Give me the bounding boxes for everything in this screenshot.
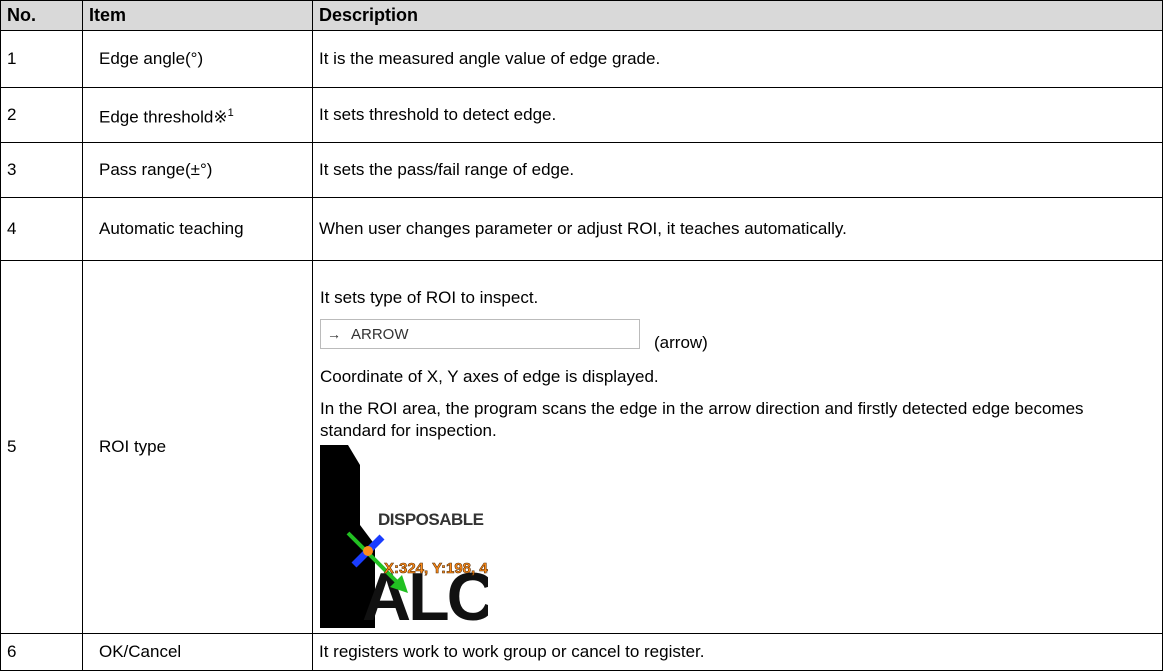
item-text: OK/Cancel [99, 642, 182, 661]
cell-no: 1 [0, 31, 83, 88]
cell-item: Pass range(±°) [83, 143, 313, 198]
cell-item: ROI type [83, 261, 313, 634]
description-line: It sets type of ROI to inspect. [320, 288, 539, 307]
cell-no: 3 [0, 143, 83, 198]
cell-no: 5 [0, 261, 83, 634]
description-line: In the ROI area, the program scans the e… [320, 399, 1084, 440]
dropdown: → ARROW [320, 319, 640, 349]
dropdown-note: (arrow) [654, 333, 708, 352]
cell-description: When user changes parameter or adjust RO… [313, 198, 1163, 261]
cell-item: Edge angle(°) [83, 31, 313, 88]
header-description: Description [313, 0, 1163, 31]
cell-no: 2 [0, 88, 83, 143]
dropdown-label: ARROW [351, 325, 409, 343]
roi-arrowhead [390, 575, 408, 593]
item-text: ROI type [99, 437, 167, 456]
cell-description: It registers work to work group or cance… [313, 634, 1163, 671]
header-no: No. [0, 0, 83, 31]
cell-description: It sets threshold to detect edge. [313, 88, 1163, 143]
description-line: Coordinate of X, Y axes of edge is displ… [320, 367, 659, 386]
cell-description: It sets type of ROI to inspect. → ARROW (ar… [313, 261, 1163, 634]
dropdown-arrow-icon: → [327, 326, 341, 342]
roi-coords: X:324, Y:198, 42˚ [384, 560, 488, 577]
cell-item: Edge threshold※1 [83, 88, 313, 143]
image-text: DISPOSABLE FA AL [378, 510, 488, 529]
cell-item: OK/Cancel [83, 634, 313, 671]
item-text: Pass range(±°) [99, 160, 213, 179]
cell-description: It is the measured angle value of edge g… [313, 31, 1163, 88]
item-sup: 1 [227, 106, 234, 119]
cell-item: Automatic teaching [83, 198, 313, 261]
item-text: Automatic teaching [99, 219, 244, 238]
item-text: Edge angle(°) [99, 49, 204, 68]
roi-arrow [346, 531, 402, 587]
header-item: Item [83, 0, 313, 31]
cell-description: It sets the pass/fail range of edge. [313, 143, 1163, 198]
roi-image: DISPOSABLE FA ALALCOX:324, Y:198, 42˚ [320, 445, 488, 628]
item-text: Edge threshold※1 [99, 106, 234, 127]
cell-no: 4 [0, 198, 83, 261]
cell-no: 6 [0, 634, 83, 671]
roi-center [363, 546, 373, 556]
dark-shape [320, 445, 375, 628]
